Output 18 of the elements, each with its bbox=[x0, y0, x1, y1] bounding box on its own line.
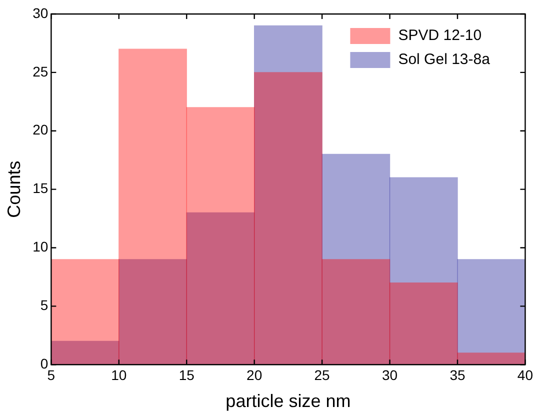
y-tick-label: 0 bbox=[40, 355, 48, 372]
legend-label: SPVD 12-10 bbox=[398, 27, 482, 44]
y-tick-label: 10 bbox=[32, 238, 48, 255]
legend-label: Sol Gel 13-8a bbox=[398, 51, 491, 68]
y-tick-label: 20 bbox=[32, 122, 48, 138]
x-tick-label: 10 bbox=[111, 366, 127, 383]
x-tick-label: 30 bbox=[382, 366, 398, 383]
y-tick-label: 15 bbox=[32, 180, 48, 196]
x-tick-label: 40 bbox=[517, 366, 534, 383]
x-tick-label: 25 bbox=[314, 366, 330, 383]
y-tick-label: 30 bbox=[32, 4, 48, 21]
y-axis-title: Counts bbox=[4, 160, 24, 218]
x-tick-label: 35 bbox=[450, 366, 466, 383]
y-tick-label: 25 bbox=[32, 63, 48, 80]
y-tick-label: 5 bbox=[40, 297, 48, 314]
x-tick-label: 20 bbox=[246, 366, 262, 383]
x-tick-label: 15 bbox=[178, 366, 195, 383]
x-axis-title: particle size nm bbox=[226, 391, 351, 412]
